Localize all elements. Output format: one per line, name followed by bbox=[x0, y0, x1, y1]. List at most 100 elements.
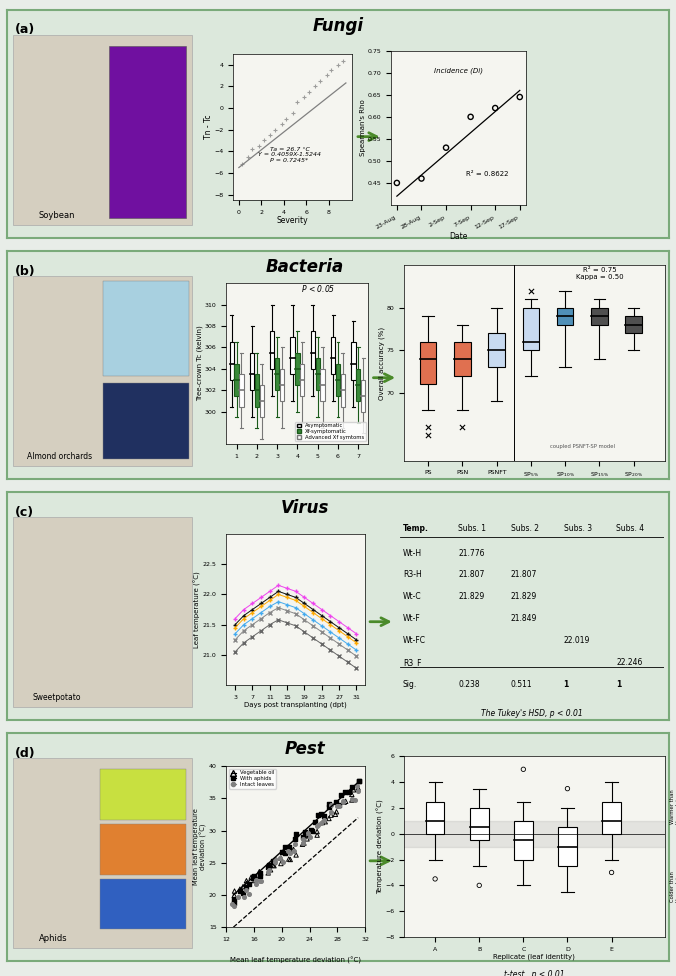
Point bbox=[441, 140, 452, 155]
Point bbox=[254, 864, 265, 879]
Wt-FC bbox=[335, 616, 343, 628]
Point bbox=[265, 862, 276, 877]
Y-axis label: Tn - Tc: Tn - Tc bbox=[204, 114, 213, 140]
Point bbox=[290, 832, 301, 847]
Point bbox=[270, 854, 281, 870]
Legend: Asymptomatic, Xf-symptomatic, Advanced Xf symtoms: Asymptomatic, Xf-symptomatic, Advanced X… bbox=[295, 422, 366, 441]
Wt-F bbox=[257, 607, 265, 619]
Point bbox=[323, 796, 334, 812]
Wt-F bbox=[292, 602, 300, 614]
Wt-FC bbox=[257, 591, 265, 603]
Bar bbox=[602, 801, 621, 834]
Wt-H bbox=[248, 603, 256, 615]
Text: Aphids: Aphids bbox=[39, 934, 68, 943]
Bar bbox=[426, 801, 444, 834]
Point bbox=[326, 804, 337, 820]
Bar bbox=[291, 337, 295, 374]
Wt-H bbox=[318, 610, 326, 622]
X-axis label: Days post transplanting (dpt): Days post transplanting (dpt) bbox=[245, 702, 347, 708]
Point bbox=[316, 816, 327, 832]
Point bbox=[320, 814, 331, 830]
Text: $P$ < 0.05: $P$ < 0.05 bbox=[301, 283, 336, 294]
Point bbox=[249, 873, 260, 888]
Wt-C bbox=[274, 602, 283, 614]
R3-H bbox=[309, 607, 317, 619]
Text: Wt-FC: Wt-FC bbox=[403, 636, 426, 645]
Point bbox=[310, 78, 321, 94]
Point bbox=[229, 883, 240, 899]
Point bbox=[281, 111, 291, 127]
X-axis label: Replicate (leaf identity): Replicate (leaf identity) bbox=[493, 954, 575, 959]
Bar bbox=[592, 307, 608, 325]
Point bbox=[276, 844, 287, 860]
X-axis label: Severity: Severity bbox=[276, 217, 308, 225]
Point bbox=[254, 138, 264, 153]
Point bbox=[354, 774, 364, 790]
Text: Sweetpotato: Sweetpotato bbox=[32, 693, 80, 702]
Bar bbox=[99, 825, 186, 874]
Text: 0.238: 0.238 bbox=[458, 680, 480, 689]
Point bbox=[228, 899, 239, 915]
Point bbox=[256, 873, 266, 888]
R3-F bbox=[352, 663, 360, 674]
Wt-FC bbox=[343, 622, 352, 633]
Point bbox=[233, 889, 243, 905]
Bar bbox=[295, 353, 299, 386]
Point bbox=[347, 792, 358, 807]
Point bbox=[254, 874, 265, 889]
Bar bbox=[103, 384, 189, 459]
Bar bbox=[514, 821, 533, 860]
Point bbox=[227, 896, 238, 912]
Point bbox=[284, 839, 295, 855]
Point bbox=[312, 824, 322, 839]
Text: 21.807: 21.807 bbox=[458, 571, 485, 580]
Wt-H bbox=[352, 634, 360, 646]
Text: t-test , p < 0.01: t-test , p < 0.01 bbox=[504, 970, 564, 976]
R3-H bbox=[257, 600, 265, 612]
Point bbox=[289, 836, 300, 852]
Bar bbox=[420, 342, 437, 385]
R3-H bbox=[266, 594, 274, 606]
Bar bbox=[300, 364, 304, 396]
Line: Wt-FC: Wt-FC bbox=[233, 584, 358, 635]
Line: R3-F: R3-F bbox=[233, 618, 358, 670]
Point bbox=[238, 889, 249, 905]
Text: Temp.: Temp. bbox=[403, 524, 429, 533]
Point bbox=[241, 878, 251, 894]
Wt-C bbox=[327, 632, 335, 644]
Point bbox=[306, 822, 316, 837]
Bar bbox=[235, 364, 239, 396]
Text: coupled PSNFT-SP model: coupled PSNFT-SP model bbox=[550, 444, 614, 449]
Point bbox=[246, 870, 257, 885]
Wt-H bbox=[327, 616, 335, 628]
Wt-FC bbox=[248, 597, 256, 609]
Point bbox=[263, 863, 274, 878]
Point bbox=[292, 95, 303, 110]
Text: Virus: Virus bbox=[281, 499, 329, 516]
Point bbox=[331, 804, 342, 820]
Point bbox=[278, 854, 289, 870]
Point bbox=[265, 127, 276, 142]
Point bbox=[280, 839, 291, 855]
R3-F bbox=[257, 625, 265, 636]
Wt-C bbox=[231, 634, 239, 646]
Point bbox=[323, 799, 334, 815]
Bar bbox=[557, 307, 573, 325]
Point bbox=[241, 875, 252, 891]
Text: (c): (c) bbox=[15, 506, 34, 518]
Text: (a): (a) bbox=[15, 23, 35, 36]
Point bbox=[312, 828, 322, 843]
Point bbox=[229, 887, 240, 903]
Text: Pest: Pest bbox=[285, 740, 325, 757]
Point bbox=[606, 865, 617, 880]
Text: 21.829: 21.829 bbox=[458, 592, 485, 601]
Point bbox=[250, 873, 261, 888]
Point bbox=[254, 869, 265, 884]
Point bbox=[247, 142, 258, 157]
Point bbox=[514, 89, 525, 104]
Bar bbox=[361, 380, 365, 412]
Point bbox=[346, 779, 357, 794]
Point bbox=[288, 841, 299, 857]
Y-axis label: Tree-crown Tc (kelvin): Tree-crown Tc (kelvin) bbox=[197, 326, 203, 401]
Bar bbox=[110, 46, 186, 218]
